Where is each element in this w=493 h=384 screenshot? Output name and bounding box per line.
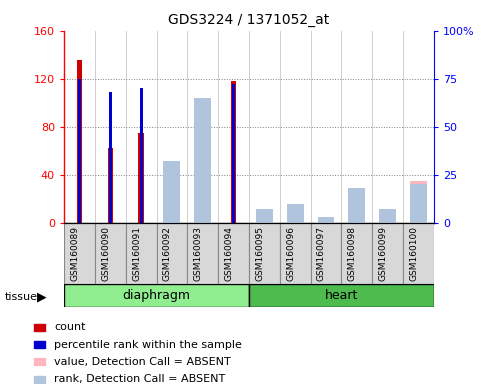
Bar: [140, 88, 142, 223]
Bar: [194, 98, 211, 223]
Bar: [107, 148, 113, 223]
Text: GSM160094: GSM160094: [224, 226, 234, 281]
Bar: [372, 223, 403, 284]
Text: rank, Detection Call = ABSENT: rank, Detection Call = ABSENT: [54, 374, 225, 384]
Bar: [317, 217, 334, 223]
Bar: [287, 204, 304, 223]
Text: GSM160092: GSM160092: [163, 226, 172, 281]
Text: GSM160099: GSM160099: [379, 226, 387, 281]
Bar: [34, 341, 45, 348]
Bar: [78, 79, 81, 223]
Bar: [164, 175, 180, 223]
Bar: [139, 133, 144, 223]
Bar: [341, 223, 372, 284]
Title: GDS3224 / 1371052_at: GDS3224 / 1371052_at: [168, 13, 330, 27]
Text: GSM160089: GSM160089: [70, 226, 79, 281]
Bar: [187, 223, 218, 284]
Text: GSM160091: GSM160091: [132, 226, 141, 281]
Bar: [349, 199, 365, 223]
Bar: [311, 223, 341, 284]
Bar: [256, 209, 273, 223]
Bar: [379, 212, 396, 223]
Bar: [287, 206, 304, 223]
Text: GSM160100: GSM160100: [409, 226, 419, 281]
Bar: [194, 103, 211, 223]
Bar: [64, 223, 95, 284]
Bar: [379, 209, 396, 223]
Bar: [157, 223, 187, 284]
Text: count: count: [54, 322, 86, 332]
Text: ▶: ▶: [37, 290, 47, 303]
Bar: [64, 284, 249, 307]
Bar: [109, 92, 112, 223]
Bar: [218, 223, 249, 284]
Bar: [231, 81, 236, 223]
Text: GSM160095: GSM160095: [255, 226, 264, 281]
Bar: [232, 84, 235, 223]
Bar: [34, 358, 45, 365]
Bar: [164, 161, 180, 223]
Text: diaphragm: diaphragm: [123, 289, 190, 302]
Text: percentile rank within the sample: percentile rank within the sample: [54, 339, 242, 349]
Bar: [349, 188, 365, 223]
Bar: [280, 223, 311, 284]
Bar: [249, 223, 280, 284]
Bar: [256, 211, 273, 223]
Bar: [403, 223, 434, 284]
Bar: [95, 223, 126, 284]
Text: GSM160090: GSM160090: [101, 226, 110, 281]
Bar: [126, 223, 157, 284]
Bar: [77, 60, 82, 223]
Bar: [410, 181, 427, 223]
Text: GSM160096: GSM160096: [286, 226, 295, 281]
Bar: [410, 184, 427, 223]
Text: GSM160098: GSM160098: [348, 226, 357, 281]
Bar: [249, 284, 434, 307]
Text: GSM160097: GSM160097: [317, 226, 326, 281]
Bar: [34, 376, 45, 382]
Text: value, Detection Call = ABSENT: value, Detection Call = ABSENT: [54, 357, 231, 367]
Text: heart: heart: [325, 289, 358, 302]
Text: GSM160093: GSM160093: [194, 226, 203, 281]
Bar: [34, 324, 45, 331]
Text: tissue: tissue: [5, 292, 38, 302]
